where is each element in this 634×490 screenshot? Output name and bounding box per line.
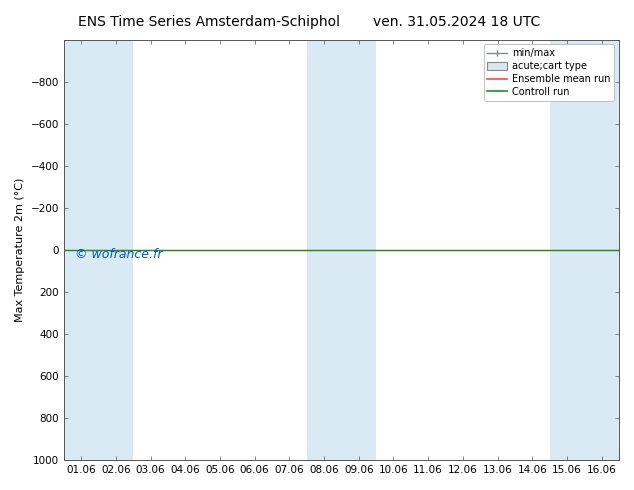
Bar <box>64 40 98 460</box>
Text: ENS Time Series Amsterdam-Schiphol: ENS Time Series Amsterdam-Schiphol <box>78 15 340 29</box>
Y-axis label: Max Temperature 2m (°C): Max Temperature 2m (°C) <box>15 178 25 322</box>
Legend: min/max, acute;cart type, Ensemble mean run, Controll run: min/max, acute;cart type, Ensemble mean … <box>484 45 614 101</box>
Text: © wofrance.fr: © wofrance.fr <box>75 248 162 261</box>
Text: ven. 31.05.2024 18 UTC: ven. 31.05.2024 18 UTC <box>373 15 540 29</box>
Bar <box>98 40 133 460</box>
Bar <box>550 40 585 460</box>
Bar <box>585 40 619 460</box>
Bar <box>341 40 376 460</box>
Bar <box>307 40 341 460</box>
